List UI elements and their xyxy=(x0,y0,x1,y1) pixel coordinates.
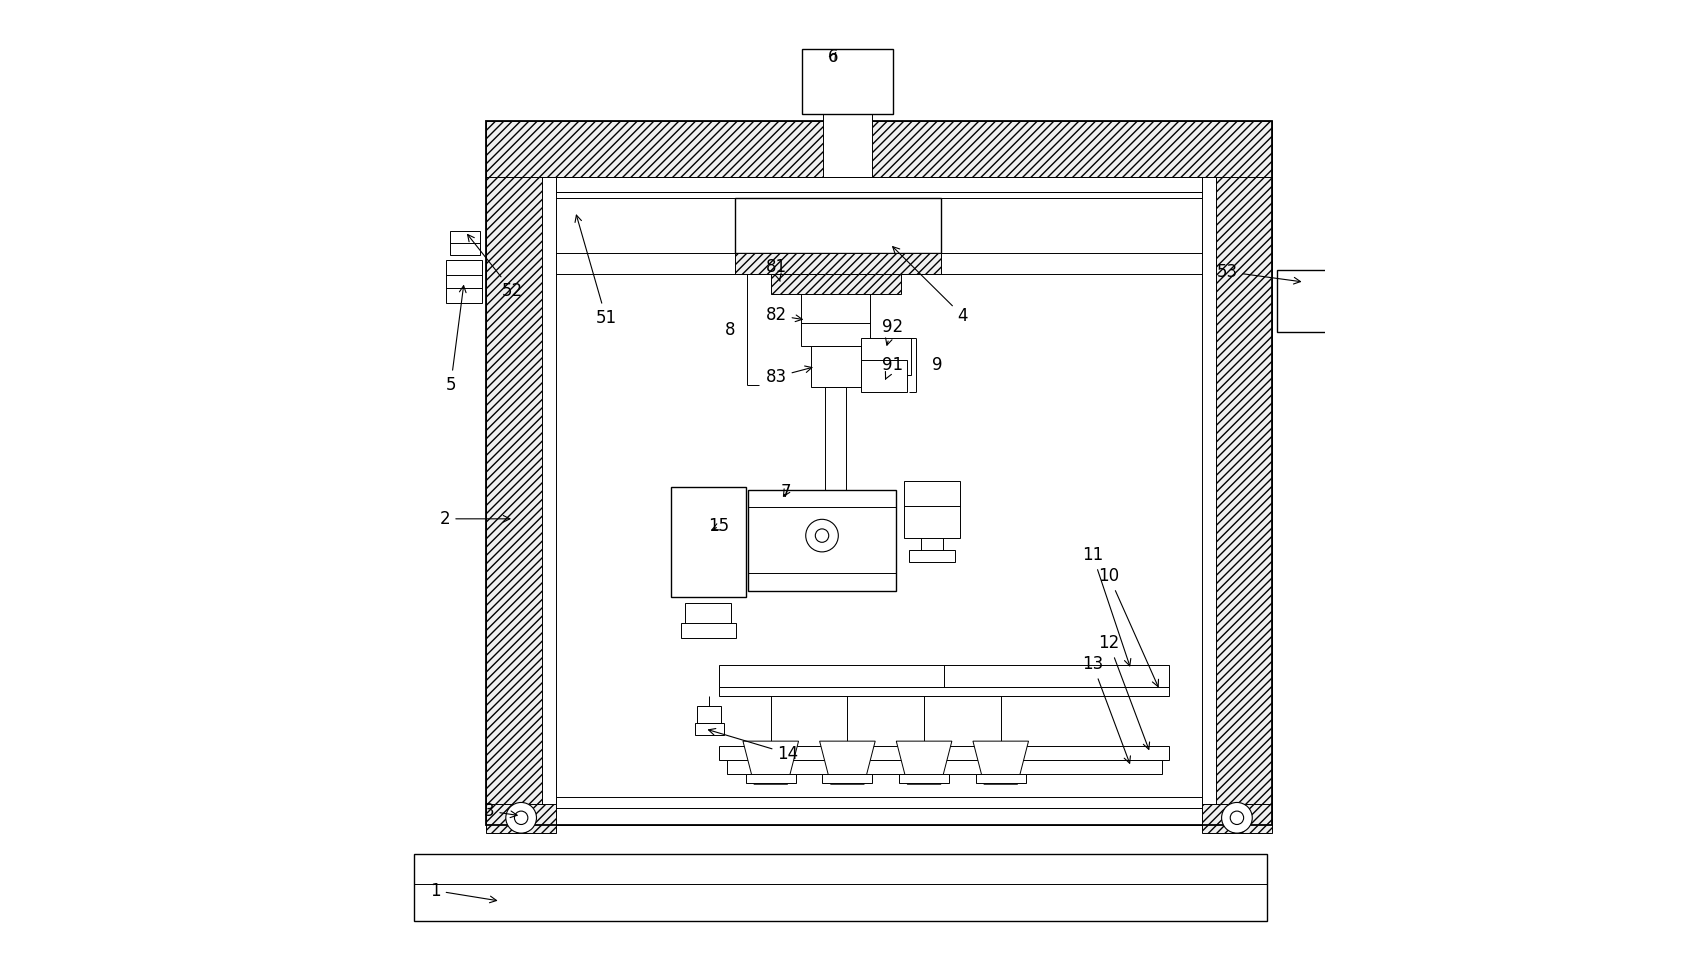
Circle shape xyxy=(514,811,528,825)
Polygon shape xyxy=(896,741,952,784)
Bar xyxy=(487,121,541,825)
Polygon shape xyxy=(742,741,798,784)
Text: 81: 81 xyxy=(766,258,786,282)
Text: 52: 52 xyxy=(468,234,523,300)
Bar xyxy=(414,854,1267,922)
Bar xyxy=(727,760,1162,774)
Bar xyxy=(825,386,847,524)
Text: 3: 3 xyxy=(484,802,517,820)
Text: 14: 14 xyxy=(709,728,798,763)
Bar xyxy=(802,294,871,346)
Bar xyxy=(556,177,1202,192)
Circle shape xyxy=(815,529,829,542)
Bar xyxy=(822,59,873,177)
Bar xyxy=(861,338,911,375)
Bar xyxy=(976,774,1026,783)
Bar xyxy=(1216,121,1272,825)
Text: 2: 2 xyxy=(440,510,511,528)
Bar xyxy=(487,121,1272,825)
Circle shape xyxy=(1221,802,1253,833)
Bar xyxy=(556,797,1202,808)
Bar xyxy=(746,774,796,783)
Bar xyxy=(671,487,746,598)
Text: 91: 91 xyxy=(883,356,903,380)
Circle shape xyxy=(506,802,536,833)
Bar xyxy=(802,49,893,114)
Polygon shape xyxy=(972,741,1028,784)
Bar xyxy=(812,346,861,386)
Bar xyxy=(681,624,736,638)
Bar xyxy=(685,604,732,625)
Bar xyxy=(861,359,906,392)
Text: 6: 6 xyxy=(829,48,839,66)
Bar xyxy=(736,198,942,254)
Text: 92: 92 xyxy=(883,317,903,345)
Bar xyxy=(719,746,1170,760)
Bar xyxy=(905,480,959,538)
Text: 13: 13 xyxy=(1082,655,1130,763)
Text: 10: 10 xyxy=(1099,567,1158,687)
Bar xyxy=(697,705,720,723)
Bar xyxy=(487,121,1272,177)
Text: 12: 12 xyxy=(1099,634,1150,750)
Bar xyxy=(900,774,949,783)
Bar xyxy=(771,275,901,294)
Text: 82: 82 xyxy=(766,307,802,324)
Bar xyxy=(736,254,942,275)
Bar xyxy=(1202,804,1272,833)
Bar xyxy=(487,804,556,833)
Text: 8: 8 xyxy=(725,321,736,338)
Bar xyxy=(1202,121,1216,825)
Bar xyxy=(556,808,1202,825)
Text: 83: 83 xyxy=(766,366,812,386)
Text: 5: 5 xyxy=(445,285,467,394)
Bar xyxy=(822,774,873,783)
Text: 9: 9 xyxy=(932,357,944,374)
Bar xyxy=(719,665,1170,686)
Text: 51: 51 xyxy=(575,215,617,327)
Bar xyxy=(1277,270,1333,332)
Text: 7: 7 xyxy=(781,483,791,501)
Bar xyxy=(747,490,896,591)
Bar xyxy=(908,551,955,562)
Polygon shape xyxy=(820,741,876,784)
Text: 53: 53 xyxy=(1216,262,1300,284)
Circle shape xyxy=(805,519,839,552)
Bar xyxy=(541,121,556,825)
Bar xyxy=(719,686,1170,696)
Text: 15: 15 xyxy=(709,517,729,535)
Text: 11: 11 xyxy=(1082,546,1131,666)
Text: 1: 1 xyxy=(430,881,497,902)
Bar xyxy=(450,232,480,256)
Circle shape xyxy=(1231,811,1243,825)
Bar xyxy=(695,723,724,735)
Bar xyxy=(446,260,482,304)
Text: 4: 4 xyxy=(893,247,967,325)
